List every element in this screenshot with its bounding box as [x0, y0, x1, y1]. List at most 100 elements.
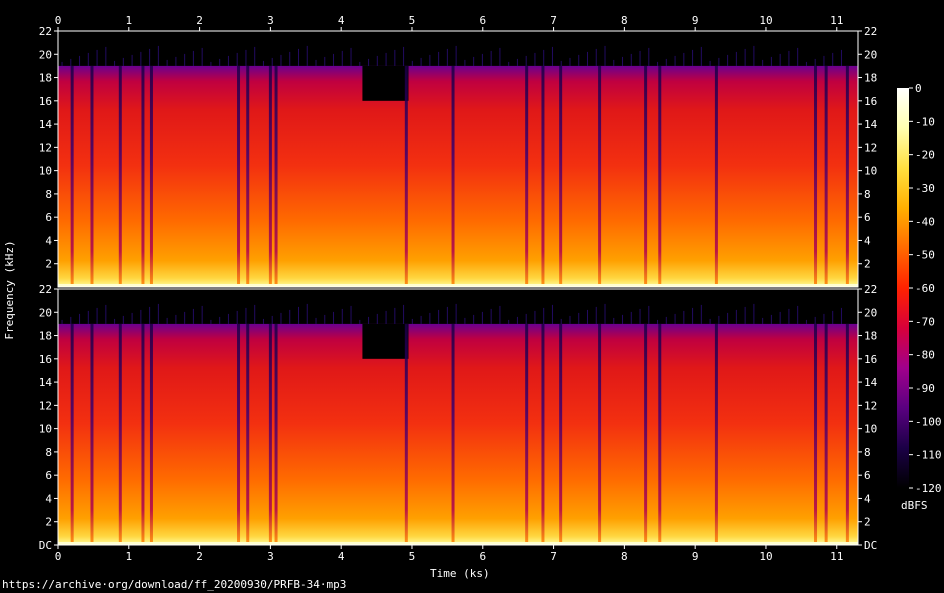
ch1-hf-streak-66	[639, 50, 641, 66]
ch1-hf-streak-60	[586, 51, 588, 66]
ch2-gap-4	[149, 323, 153, 542]
ch2-gap-19	[824, 323, 828, 542]
ch2-gap-11	[525, 323, 529, 542]
ch1-frame	[57, 30, 859, 288]
ch2-hf-streak-31	[333, 311, 335, 324]
colorbar-tick-label-8: -80	[915, 349, 935, 362]
ch2-hf-streak-11	[157, 303, 159, 324]
ch1-hf-streak-14	[184, 53, 186, 66]
ch1-hf-streak-18	[219, 58, 221, 66]
ch2-hf-streak-37	[385, 310, 387, 324]
ch2-hf-streak-63	[613, 317, 615, 324]
ch2-hf-streak-84	[797, 305, 799, 324]
ch1-gap-4	[149, 65, 153, 284]
ch1-hf-streak-38	[394, 49, 396, 66]
ch2-ytick-label-right-4: 14	[864, 376, 878, 389]
ch1-hf-streak-88	[832, 52, 834, 66]
ch1-hf-streak-12	[166, 59, 168, 66]
ch2-ytick-label-right-9: 4	[864, 492, 871, 505]
xtick-label-bottom-0: 0	[55, 550, 62, 563]
ch2-hf-streak-88	[832, 310, 834, 324]
ch2-ytick-label-left-6: 10	[39, 423, 52, 436]
ch2-hf-streak-24	[271, 315, 273, 324]
xtick-label-bottom-4: 4	[338, 550, 345, 563]
ch2-hf-streak-41	[420, 315, 422, 324]
ch1-hf-streak-71	[683, 52, 685, 66]
ch1-hf-streak-4	[96, 49, 98, 66]
ch1-hf-streak-79	[753, 45, 755, 66]
xtick-label-top-11: 11	[830, 14, 843, 27]
ch1-hf-streak-54	[534, 52, 536, 66]
colorbar-tick-label-1: -10	[915, 115, 935, 128]
ch2-dc-line	[58, 542, 858, 545]
ch1-hf-streak-65	[630, 53, 632, 66]
ch1-gap-17	[714, 65, 718, 284]
ch2-gap-3	[141, 323, 145, 542]
ch1-ytick-label-right-7: 8	[864, 188, 871, 201]
ch2-ytick-label-left-7: 8	[45, 446, 52, 459]
ch1-ytick-label-right-0: 22	[864, 25, 877, 38]
ch1-hf-streak-48	[481, 53, 483, 66]
ch2-hf-streak-35	[368, 316, 370, 324]
ch2-ytick-label-left-9: 4	[45, 492, 52, 505]
ch1-ytick-label-right-5: 12	[864, 141, 877, 154]
ch2-hf-streak-58	[569, 315, 571, 324]
ch2-hf-streak-68	[657, 319, 659, 324]
ch1-hf-streak-64	[622, 56, 624, 66]
ch2-ytick-label-left-1: 20	[39, 306, 52, 319]
ch2-hf-streak-44	[446, 306, 448, 324]
ch1-hf-streak-89	[840, 49, 842, 66]
ch1-hf-streak-69	[665, 58, 667, 66]
xtick-label-top-4: 4	[338, 14, 345, 27]
ch2-hf-streak-71	[683, 310, 685, 324]
ch1-ytick-label-right-4: 14	[864, 118, 878, 131]
ch2-frame	[57, 288, 859, 546]
ch2-gap-12	[541, 323, 545, 542]
ch1-hf-streak-1	[70, 58, 72, 66]
ch2-hf-streak-5	[105, 304, 107, 324]
ch1-hf-streak-44	[446, 48, 448, 66]
ch2-gap-18	[814, 323, 818, 542]
ch1-hf-streak-5	[105, 46, 107, 66]
ch2-hf-streak-74	[709, 318, 711, 324]
ch2-hf-streak-19	[227, 313, 229, 324]
ch1-hf-streak-56	[551, 46, 553, 66]
ch1-hf-streak-23	[262, 60, 264, 66]
ch2-hf-streak-54	[534, 310, 536, 324]
ch1-hf-streak-17	[210, 61, 212, 66]
ch1-gap-7	[268, 65, 272, 284]
ch2-hf-streak-29	[315, 317, 317, 324]
ch2-ytick-label-right-1: 20	[864, 306, 877, 319]
ch2-hf-streak-45	[455, 303, 457, 324]
ch2-hf-streak-70	[674, 313, 676, 324]
ch2-hf-streak-47	[473, 314, 475, 324]
xtick-label-bottom-2: 2	[196, 550, 203, 563]
ch1-hf-streak-85	[805, 61, 807, 66]
xtick-label-top-8: 8	[621, 14, 628, 27]
ch1-hf-streak-32	[341, 50, 343, 66]
ch2-ytick-label-right-7: 8	[864, 446, 871, 459]
ch1-hf-streak-13	[175, 56, 177, 66]
ch2-gap-8	[274, 323, 278, 542]
xtick-label-top-3: 3	[267, 14, 274, 27]
ch2-hf-streak-87	[823, 313, 825, 324]
ch1-gap-13	[559, 65, 563, 284]
ch1-ytick-label-left-3: 16	[39, 95, 52, 108]
ch2-hf-streak-17	[210, 319, 212, 324]
ch2-hf-streak-21	[245, 307, 247, 324]
ch2-gap-20	[845, 323, 849, 542]
ch1-hf-streak-82	[779, 53, 781, 66]
ch1-gap-6	[246, 65, 250, 284]
ch2-ytick-label-right-11: DC	[864, 539, 877, 552]
colorbar-tick-label-2: -20	[915, 149, 935, 162]
ch1-gap-1	[90, 65, 94, 284]
ch1-hf-streak-25	[280, 54, 282, 66]
ch2-hf-streak-61	[595, 306, 597, 324]
ch2-hf-streak-30	[324, 314, 326, 324]
ch2-hf-streak-64	[622, 314, 624, 324]
ch1-ytick-label-right-10: 2	[864, 258, 871, 271]
ch1-hf-streak-16	[201, 47, 203, 66]
ch2-hf-streak-73	[700, 304, 702, 324]
ch1-hf-streak-19	[227, 55, 229, 66]
